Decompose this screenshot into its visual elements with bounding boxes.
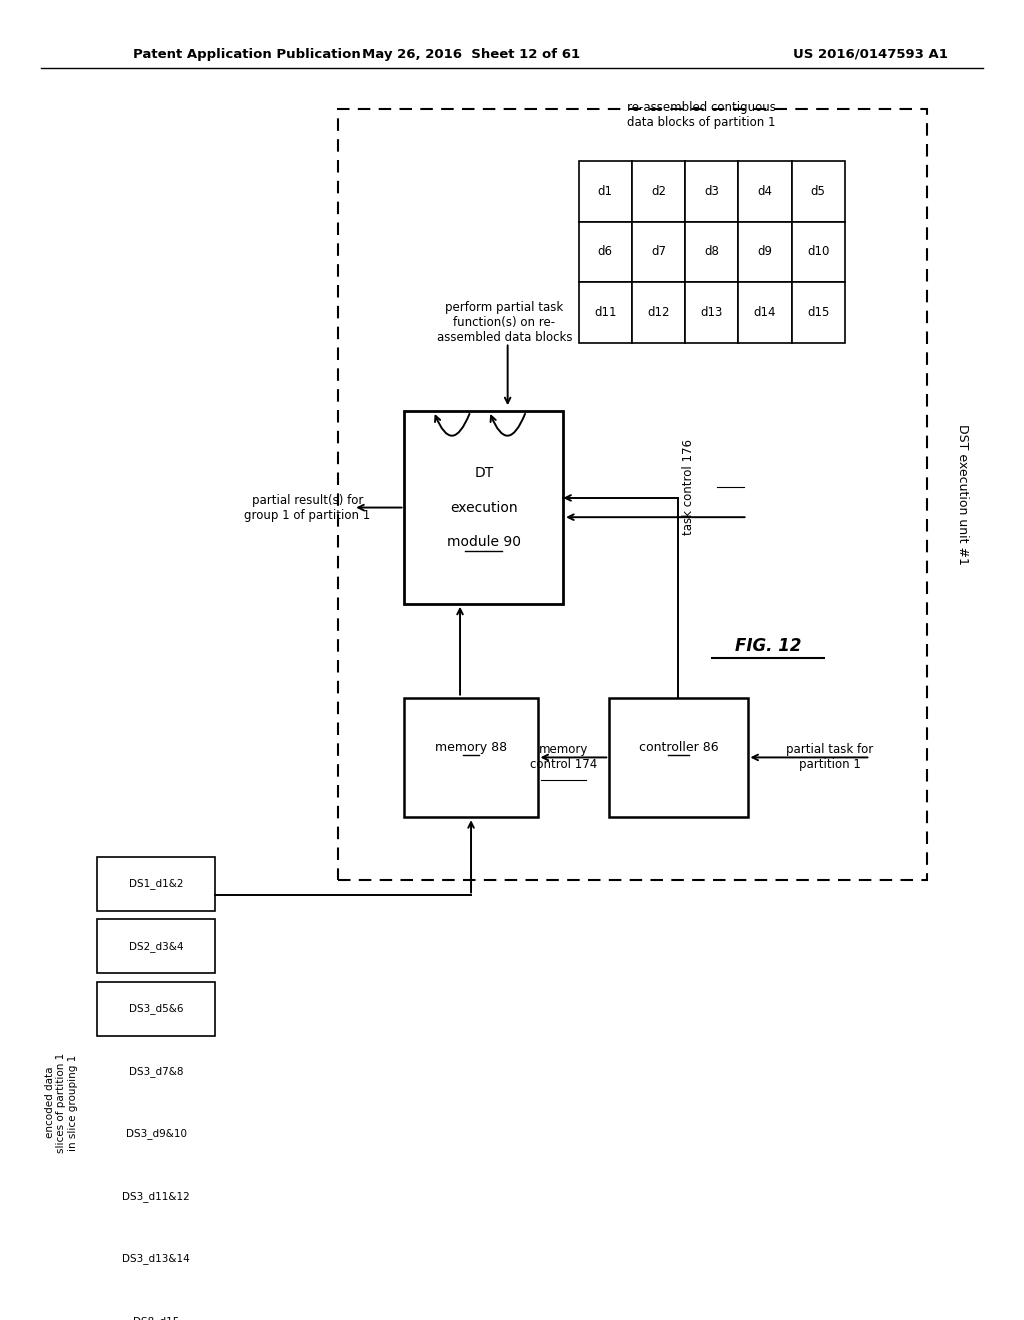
Text: module 90: module 90 [446,535,521,549]
Text: d5: d5 [811,185,825,198]
Bar [632,222,685,282]
Text: partial result(s) for
group 1 of partition 1: partial result(s) for group 1 of partiti… [244,494,371,521]
Text: Patent Application Publication: Patent Application Publication [133,48,360,61]
Text: d6: d6 [598,246,612,259]
Text: d11: d11 [594,306,616,319]
Text: d3: d3 [705,185,719,198]
Bar [685,161,738,222]
Bar [792,222,845,282]
Text: DS3_d13&14: DS3_d13&14 [122,1253,190,1265]
Bar [97,919,215,973]
Bar [97,857,215,911]
Bar [338,110,927,879]
Text: partial task for
partition 1: partial task for partition 1 [785,743,873,771]
Text: d10: d10 [807,246,829,259]
Bar [685,222,738,282]
Bar [738,161,792,222]
Text: DS3_d11&12: DS3_d11&12 [122,1191,190,1201]
Text: FIG. 12: FIG. 12 [735,636,801,655]
Text: DST execution unit #1: DST execution unit #1 [956,424,969,565]
Bar [404,412,563,603]
Text: d4: d4 [758,185,772,198]
Text: DS1_d1&2: DS1_d1&2 [129,879,183,890]
Bar [632,282,685,342]
Bar [738,282,792,342]
Text: d15: d15 [807,306,829,319]
Text: US 2016/0147593 A1: US 2016/0147593 A1 [793,48,948,61]
Bar [579,161,632,222]
Text: d8: d8 [705,246,719,259]
Bar [97,1044,215,1098]
Bar [97,1294,215,1320]
Text: task control 176: task control 176 [682,438,695,535]
Text: memory
control 174: memory control 174 [529,743,597,771]
Text: perform partial task
function(s) on re-
assembled data blocks: perform partial task function(s) on re- … [436,301,572,345]
Bar [97,1232,215,1286]
Bar [97,1170,215,1224]
Text: DS3_d9&10: DS3_d9&10 [126,1129,186,1139]
Text: DS3_d5&6: DS3_d5&6 [129,1003,183,1014]
Text: DS3_d7&8: DS3_d7&8 [129,1065,183,1077]
Bar [579,282,632,342]
Text: d2: d2 [651,185,666,198]
Bar [609,697,748,817]
Bar [97,1106,215,1160]
Text: d12: d12 [647,306,670,319]
Text: memory 88: memory 88 [435,741,507,754]
Text: d14: d14 [754,306,776,319]
Text: d13: d13 [700,306,723,319]
Bar [792,161,845,222]
Text: re-assembled contiguous
data blocks of partition 1: re-assembled contiguous data blocks of p… [627,100,776,128]
Text: d7: d7 [651,246,666,259]
Bar [792,282,845,342]
Bar [404,697,538,817]
Text: May 26, 2016  Sheet 12 of 61: May 26, 2016 Sheet 12 of 61 [361,48,581,61]
Text: d1: d1 [598,185,612,198]
Bar [685,282,738,342]
Text: controller 86: controller 86 [639,741,718,754]
Text: d9: d9 [758,246,772,259]
Text: DT: DT [474,466,494,480]
Bar [579,222,632,282]
Text: DS2_d3&4: DS2_d3&4 [129,941,183,952]
Text: encoded data
slices of partition 1
in slice grouping 1: encoded data slices of partition 1 in sl… [45,1052,78,1152]
Bar [632,161,685,222]
Bar [738,222,792,282]
Bar [97,982,215,1036]
Text: execution: execution [450,500,518,515]
Text: DS8_d15: DS8_d15 [133,1316,179,1320]
